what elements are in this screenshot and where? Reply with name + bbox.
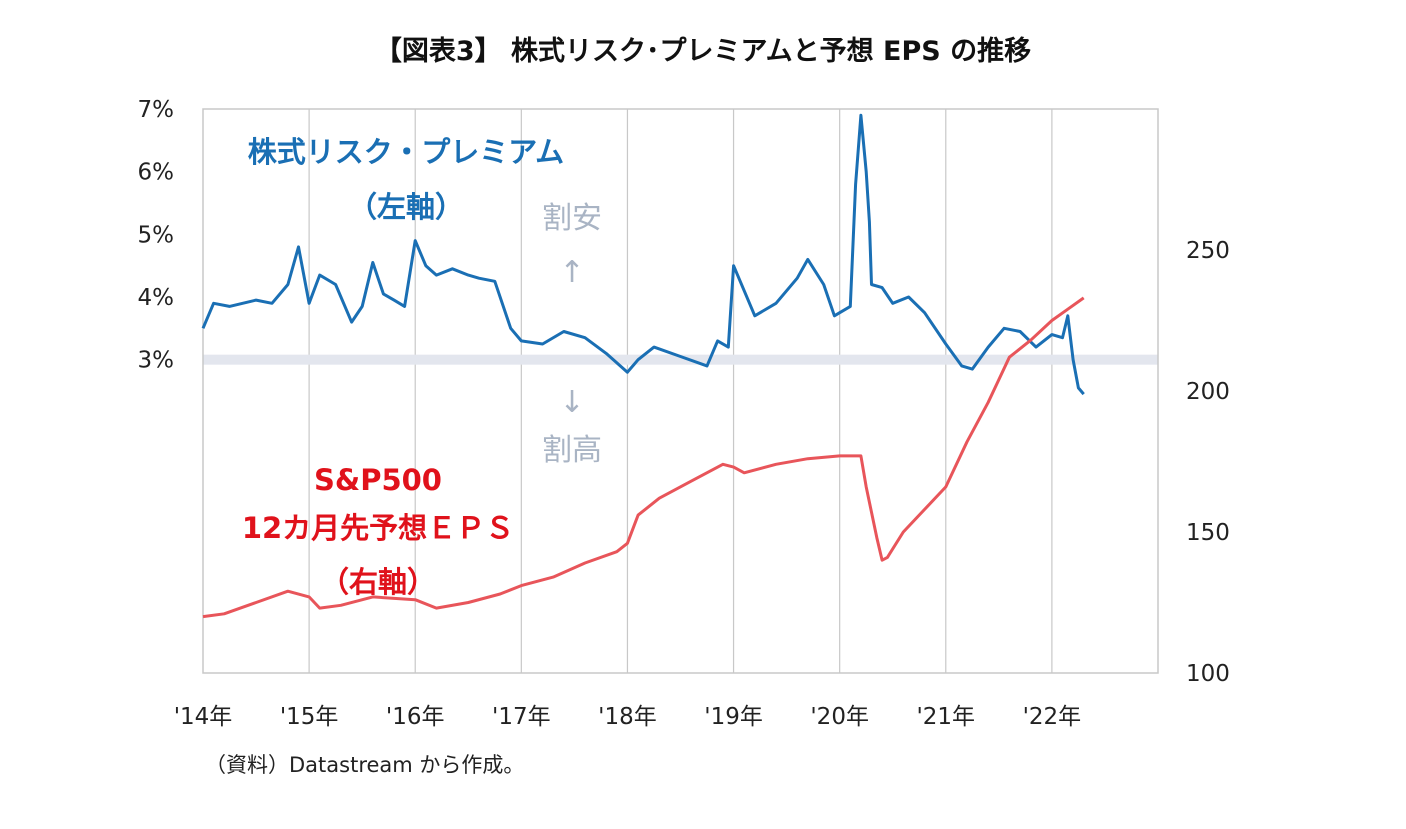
x-tick-label: '20年 — [810, 704, 869, 730]
x-tick-label: '15年 — [280, 704, 339, 730]
right-axis: 250 200 150 100 — [1186, 238, 1230, 687]
right-tick-label: 250 — [1186, 238, 1230, 264]
plot-frame — [202, 108, 1159, 674]
left-tick-label: 5% — [138, 222, 175, 248]
right-tick-label: 150 — [1186, 520, 1230, 546]
series-risk-premium-line — [201, 113, 1085, 396]
series-label-left-axis: （左軸） — [348, 190, 464, 224]
series-label-right-axis: （右軸） — [320, 565, 436, 599]
x-tick-label: '18年 — [598, 704, 657, 730]
series-eps-line — [202, 296, 1085, 619]
up-arrow-icon: ↑ — [559, 255, 584, 290]
right-tick-label: 200 — [1186, 379, 1230, 405]
left-tick-label: 7% — [138, 97, 175, 123]
x-tick-label: '17年 — [492, 704, 551, 730]
x-tick-label: '14年 — [174, 704, 233, 730]
left-tick-label: 3% — [138, 348, 175, 374]
x-tick-label: '19年 — [704, 704, 763, 730]
grid-lines — [308, 109, 1053, 673]
x-axis: '14年 '15年 '16年 '17年 '18年 '19年 '20年 '21年 '22年 — [174, 704, 1081, 730]
right-tick-label: 100 — [1186, 661, 1230, 687]
x-tick-label: '22年 — [1023, 704, 1082, 730]
left-tick-label: 6% — [138, 160, 175, 186]
x-tick-label: '16年 — [386, 704, 445, 730]
x-tick-label: '21年 — [916, 704, 975, 730]
series-label-sp500: S&P500 — [314, 463, 442, 497]
left-axis: 7% 6% 5% 4% 3% — [138, 97, 175, 374]
source-note: （資料）Datastream から作成。 — [205, 753, 524, 777]
annotation-expensive: 割高 — [542, 433, 602, 468]
annotation-cheap: 割安 — [542, 201, 602, 236]
series-label-eps: 12カ月先予想ＥＰＳ — [242, 511, 514, 545]
reference-band-3pct — [203, 354, 1158, 365]
chart-title: 【図表3】 株式リスク･プレミアムと予想 EPS の推移 — [375, 36, 1031, 67]
down-arrow-icon: ↓ — [559, 385, 584, 420]
series-label-risk-premium: 株式リスク・プレミアム — [248, 135, 564, 169]
left-tick-label: 4% — [138, 285, 175, 311]
